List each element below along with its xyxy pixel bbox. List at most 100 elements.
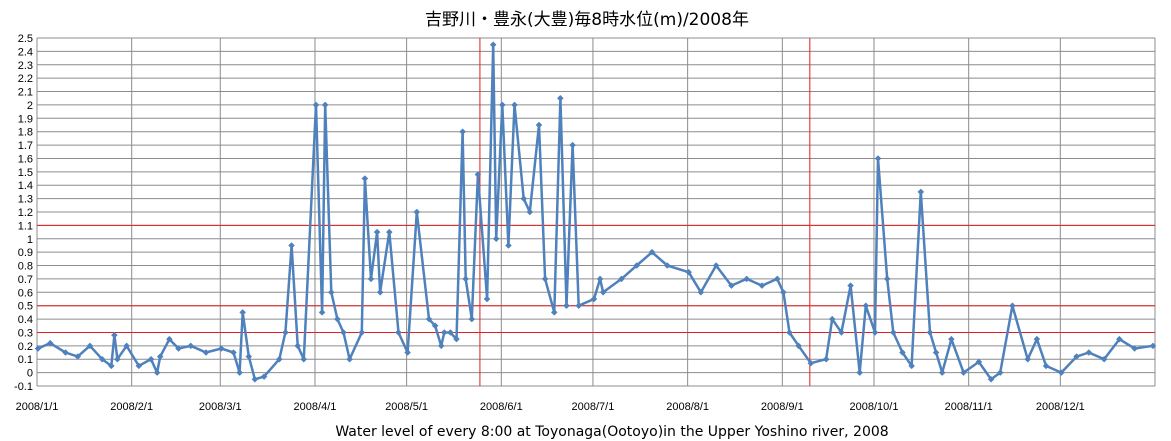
data-point-marker <box>926 329 934 336</box>
data-point-marker <box>187 342 195 350</box>
data-point-marker <box>871 329 879 336</box>
data-point-marker <box>712 262 720 269</box>
y-tick-label: -0.1 <box>14 381 33 393</box>
x-tick-label: 2008/1/1 <box>16 401 59 413</box>
data-point-marker <box>807 359 815 367</box>
y-tick-label: 1.3 <box>18 194 33 206</box>
data-point-marker <box>425 315 433 323</box>
data-point-marker <box>828 315 836 323</box>
y-tick-label: 0.4 <box>18 314 33 326</box>
data-point-marker <box>520 195 528 202</box>
data-point-marker <box>251 375 259 383</box>
data-point-marker <box>557 94 564 102</box>
x-tick-label: 2008/6/1 <box>480 401 523 413</box>
data-point-marker <box>260 373 268 380</box>
data-point-marker <box>367 275 375 283</box>
data-point-marker <box>74 353 82 360</box>
data-point-marker <box>153 369 161 376</box>
y-tick-label: 2.1 <box>18 87 33 99</box>
data-point-marker <box>899 349 906 356</box>
data-point-marker <box>239 309 247 316</box>
data-point-marker <box>230 349 237 356</box>
data-point-marker <box>459 128 466 136</box>
y-tick-label: 0.3 <box>18 327 33 339</box>
data-point-marker <box>404 349 411 356</box>
data-point-marker <box>361 175 369 182</box>
data-point-marker <box>413 208 421 216</box>
y-tick-label: 2.5 <box>18 33 33 45</box>
data-point-marker <box>550 309 558 316</box>
y-tick-label: 1.1 <box>18 220 33 232</box>
data-point-marker <box>474 171 482 178</box>
data-point-marker <box>563 302 570 310</box>
x-tick-label: 2008/7/1 <box>572 401 615 413</box>
data-point-marker <box>663 262 671 269</box>
data-point-marker <box>773 275 781 283</box>
y-tick-label: 0 <box>27 368 33 380</box>
data-point-marker <box>447 329 454 336</box>
y-tick-label: 0.1 <box>18 354 33 366</box>
data-point-marker <box>1131 345 1138 352</box>
data-point-marker <box>489 41 497 49</box>
series-layer <box>34 41 1157 383</box>
data-point-marker <box>862 302 870 310</box>
data-point-marker <box>1149 342 1157 350</box>
data-point-marker <box>590 295 598 303</box>
data-point-marker <box>505 242 512 249</box>
data-point-marker <box>847 282 854 289</box>
y-tick-label: 1.2 <box>18 207 33 219</box>
data-point-marker <box>908 362 916 370</box>
data-point-marker <box>217 345 225 352</box>
data-point-marker <box>838 329 845 336</box>
data-point-marker <box>633 262 641 269</box>
y-tick-label: 1.4 <box>18 180 33 192</box>
data-point-marker <box>175 345 182 352</box>
data-point-marker <box>856 369 864 376</box>
data-point-marker <box>728 282 735 289</box>
y-tick-label: 0.9 <box>18 247 33 259</box>
data-point-marker <box>385 228 393 236</box>
data-point-marker <box>822 355 830 363</box>
data-point-marker <box>1116 335 1123 343</box>
data-point-marker <box>358 329 366 336</box>
y-tick-label: 1 <box>27 234 33 246</box>
data-point-marker <box>743 275 751 283</box>
y-tick-label: 0.7 <box>18 274 33 286</box>
x-tick-label: 2008/4/1 <box>294 401 337 413</box>
data-point-marker <box>1033 335 1041 343</box>
data-point-marker <box>1085 349 1093 356</box>
x-tick-label: 2008/10/1 <box>850 401 899 413</box>
data-point-marker <box>156 353 164 360</box>
data-point-marker <box>535 121 543 129</box>
data-point-marker <box>492 235 500 243</box>
data-point-marker <box>440 329 448 336</box>
data-point-marker <box>1042 362 1050 370</box>
data-point-marker <box>1100 355 1108 363</box>
data-point-marker <box>468 315 476 323</box>
data-point-marker <box>483 295 491 303</box>
data-point-marker <box>321 101 329 109</box>
data-point-marker <box>498 101 506 109</box>
data-point-marker <box>932 349 940 356</box>
data-point-marker <box>1024 355 1032 363</box>
x-tick-label: 2008/3/1 <box>199 401 242 413</box>
data-point-marker <box>111 331 118 339</box>
chart-title: 吉野川・豊永(大豊)毎8時水位(m)/2008年 <box>425 10 749 30</box>
data-point-marker <box>648 248 656 256</box>
y-tick-label: 1.8 <box>18 127 33 139</box>
y-tick-label: 0.5 <box>18 301 33 313</box>
data-point-marker <box>135 362 143 370</box>
data-point-marker <box>526 208 534 216</box>
data-point-marker <box>874 155 882 162</box>
y-tick-label: 1.9 <box>18 113 33 125</box>
data-point-marker <box>340 329 347 336</box>
x-axis-label: Water level of every 8:00 at Toyonaga(Oo… <box>335 424 888 440</box>
data-point-marker <box>86 342 94 350</box>
data-point-marker <box>294 342 302 350</box>
data-point-marker <box>960 369 967 376</box>
data-point-marker <box>318 309 326 316</box>
data-point-marker <box>685 268 693 276</box>
data-point-marker <box>114 355 121 363</box>
